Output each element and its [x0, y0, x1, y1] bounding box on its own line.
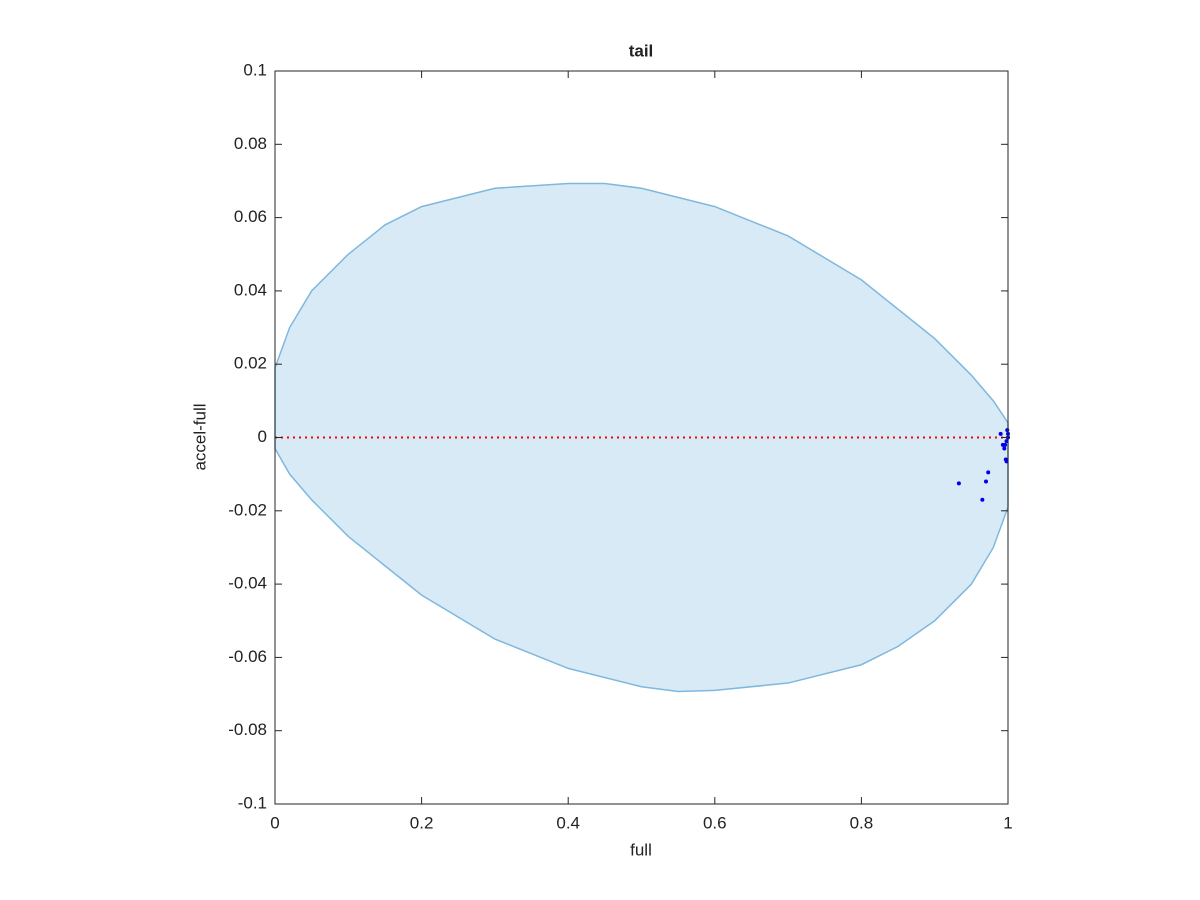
- point: [956, 481, 961, 486]
- y-tick-label: -0.06: [228, 647, 267, 666]
- point: [1005, 428, 1010, 433]
- point: [1002, 446, 1007, 451]
- y-tick-label: -0.1: [238, 793, 267, 812]
- point: [986, 470, 991, 475]
- x-tick-label: 0: [270, 813, 279, 832]
- y-tick-label: 0.04: [234, 280, 267, 299]
- y-tick-label: -0.04: [228, 574, 267, 593]
- y-tick-label: 0.02: [234, 354, 267, 373]
- point: [1003, 442, 1008, 447]
- point: [980, 497, 985, 502]
- y-tick-label: 0.08: [234, 134, 267, 153]
- x-tick-label: 0.2: [410, 813, 434, 832]
- point: [998, 431, 1003, 436]
- y-tick-label: -0.02: [228, 500, 267, 519]
- x-tick-label: 1: [1003, 813, 1012, 832]
- x-tick-label: 0.8: [850, 813, 874, 832]
- x-axis-label: full: [630, 840, 652, 859]
- x-tick-label: 0.4: [556, 813, 580, 832]
- y-tick-label: -0.08: [228, 720, 267, 739]
- y-axis-label: accel-full: [190, 403, 209, 470]
- y-tick-label: 0.1: [243, 60, 267, 79]
- x-tick-label: 0.6: [703, 813, 727, 832]
- point: [984, 479, 989, 484]
- chart-title: tail: [629, 41, 654, 60]
- y-tick-label: 0: [258, 427, 267, 446]
- y-tick-label: 0.06: [234, 207, 267, 226]
